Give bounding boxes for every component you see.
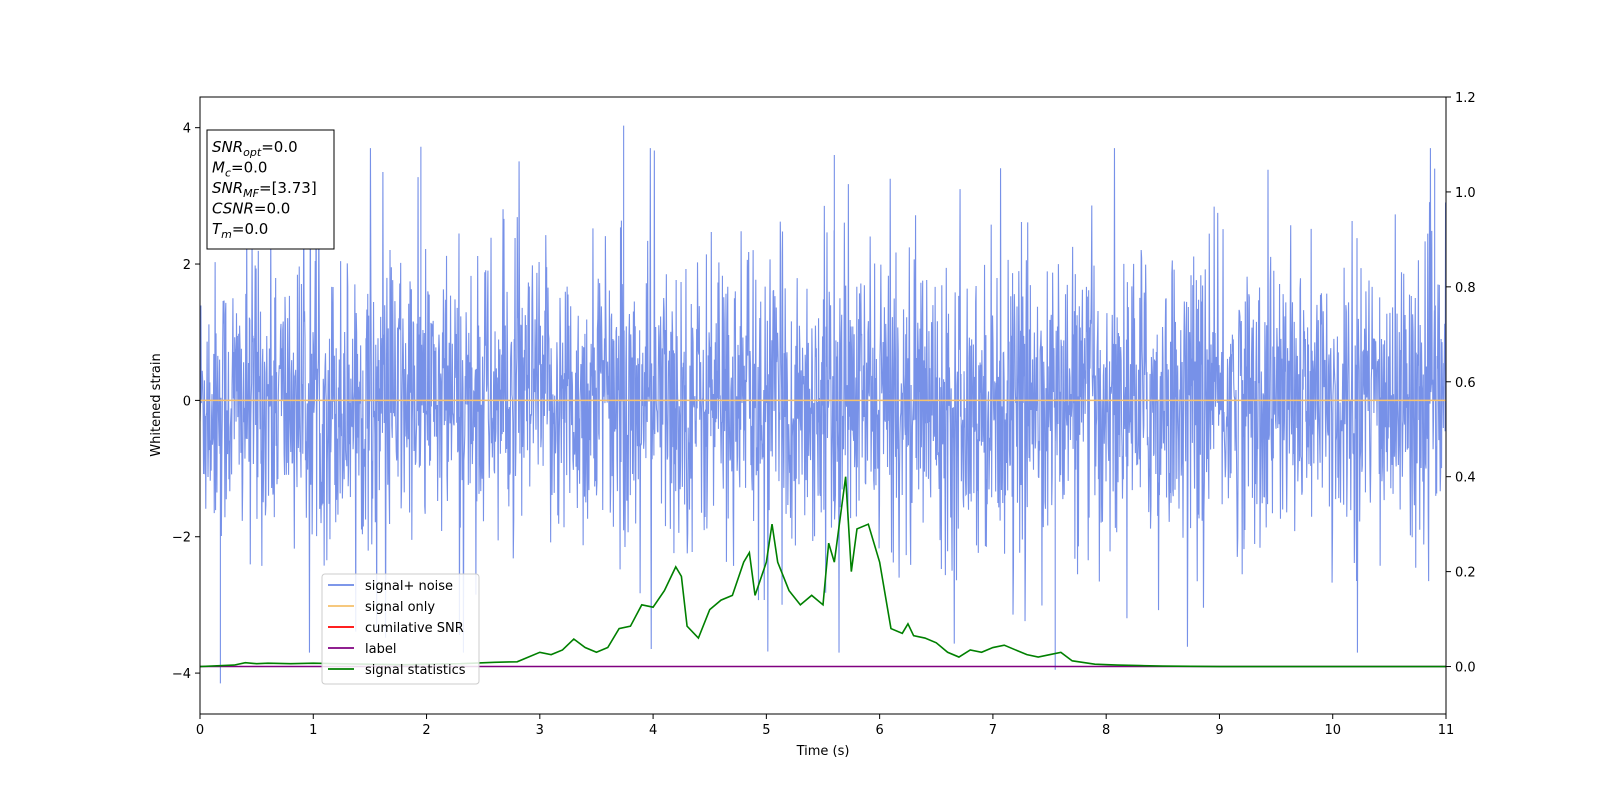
y-right-tick-label: 1.2: [1455, 91, 1476, 106]
x-tick-label: 11: [1438, 723, 1455, 738]
series-signal-statistics-line: [200, 476, 1446, 668]
x-tick-label: 1: [309, 723, 317, 738]
x-tick-label: 8: [1102, 723, 1110, 738]
legend-label: signal statistics: [365, 663, 466, 678]
y-left-tick-label: 2: [183, 258, 191, 273]
legend-frame: [321, 573, 480, 685]
y-left-tick-label: −4: [172, 667, 191, 682]
series-signal-noise-line: [200, 125, 1446, 684]
info-line: CSNR=0.0: [212, 200, 290, 218]
x-tick-label: 10: [1324, 723, 1341, 738]
y-right-tick-label: 1.0: [1455, 186, 1476, 201]
legend-label: cumilative SNR: [365, 621, 464, 636]
x-tick-label: 0: [196, 723, 204, 738]
y-right-tick-label: 0.6: [1455, 376, 1476, 391]
legend-label: signal only: [365, 600, 435, 615]
legend-label: signal+ noise: [365, 579, 453, 594]
y-right-tick-label: 0.0: [1455, 661, 1476, 676]
x-tick-label: 7: [989, 723, 997, 738]
x-tick-label: 5: [762, 723, 770, 738]
legend: signal+ noise signal only cumilative SNR la…: [321, 573, 480, 685]
x-tick-label: 2: [422, 723, 430, 738]
x-tick-label: 3: [536, 723, 544, 738]
x-tick-label: 6: [875, 723, 883, 738]
info-line: SNRopt=0.0: [212, 138, 298, 159]
info-line: SNRMF=[3.73]: [212, 179, 317, 200]
y-right-tick-label: 0.2: [1455, 566, 1476, 581]
axes-frame: [199, 96, 1447, 715]
y-left-tick-label: 4: [183, 122, 191, 137]
y-left-tick-label: 0: [183, 394, 191, 409]
legend-label: label: [365, 642, 396, 657]
y-right-tick-label: 0.8: [1455, 281, 1476, 296]
axis-ticks: 0 1 2 3 4 5 6 7 8 9 10 11 −4 −2 0 2 4 0.0 0.2 0.4 0.6 0.8 1.0 1…: [172, 91, 1476, 738]
y-axis-label: Whitened strain: [149, 353, 164, 456]
y-right-tick-label: 0.4: [1455, 471, 1476, 486]
x-tick-label: 4: [649, 723, 657, 738]
y-left-tick-label: −2: [172, 531, 191, 546]
x-axis-label: Time (s): [796, 744, 850, 759]
info-box-frame: [206, 129, 335, 250]
x-tick-label: 9: [1215, 723, 1223, 738]
info-line: Tm=0.0: [212, 220, 268, 241]
info-line: Mc=0.0: [212, 159, 267, 180]
